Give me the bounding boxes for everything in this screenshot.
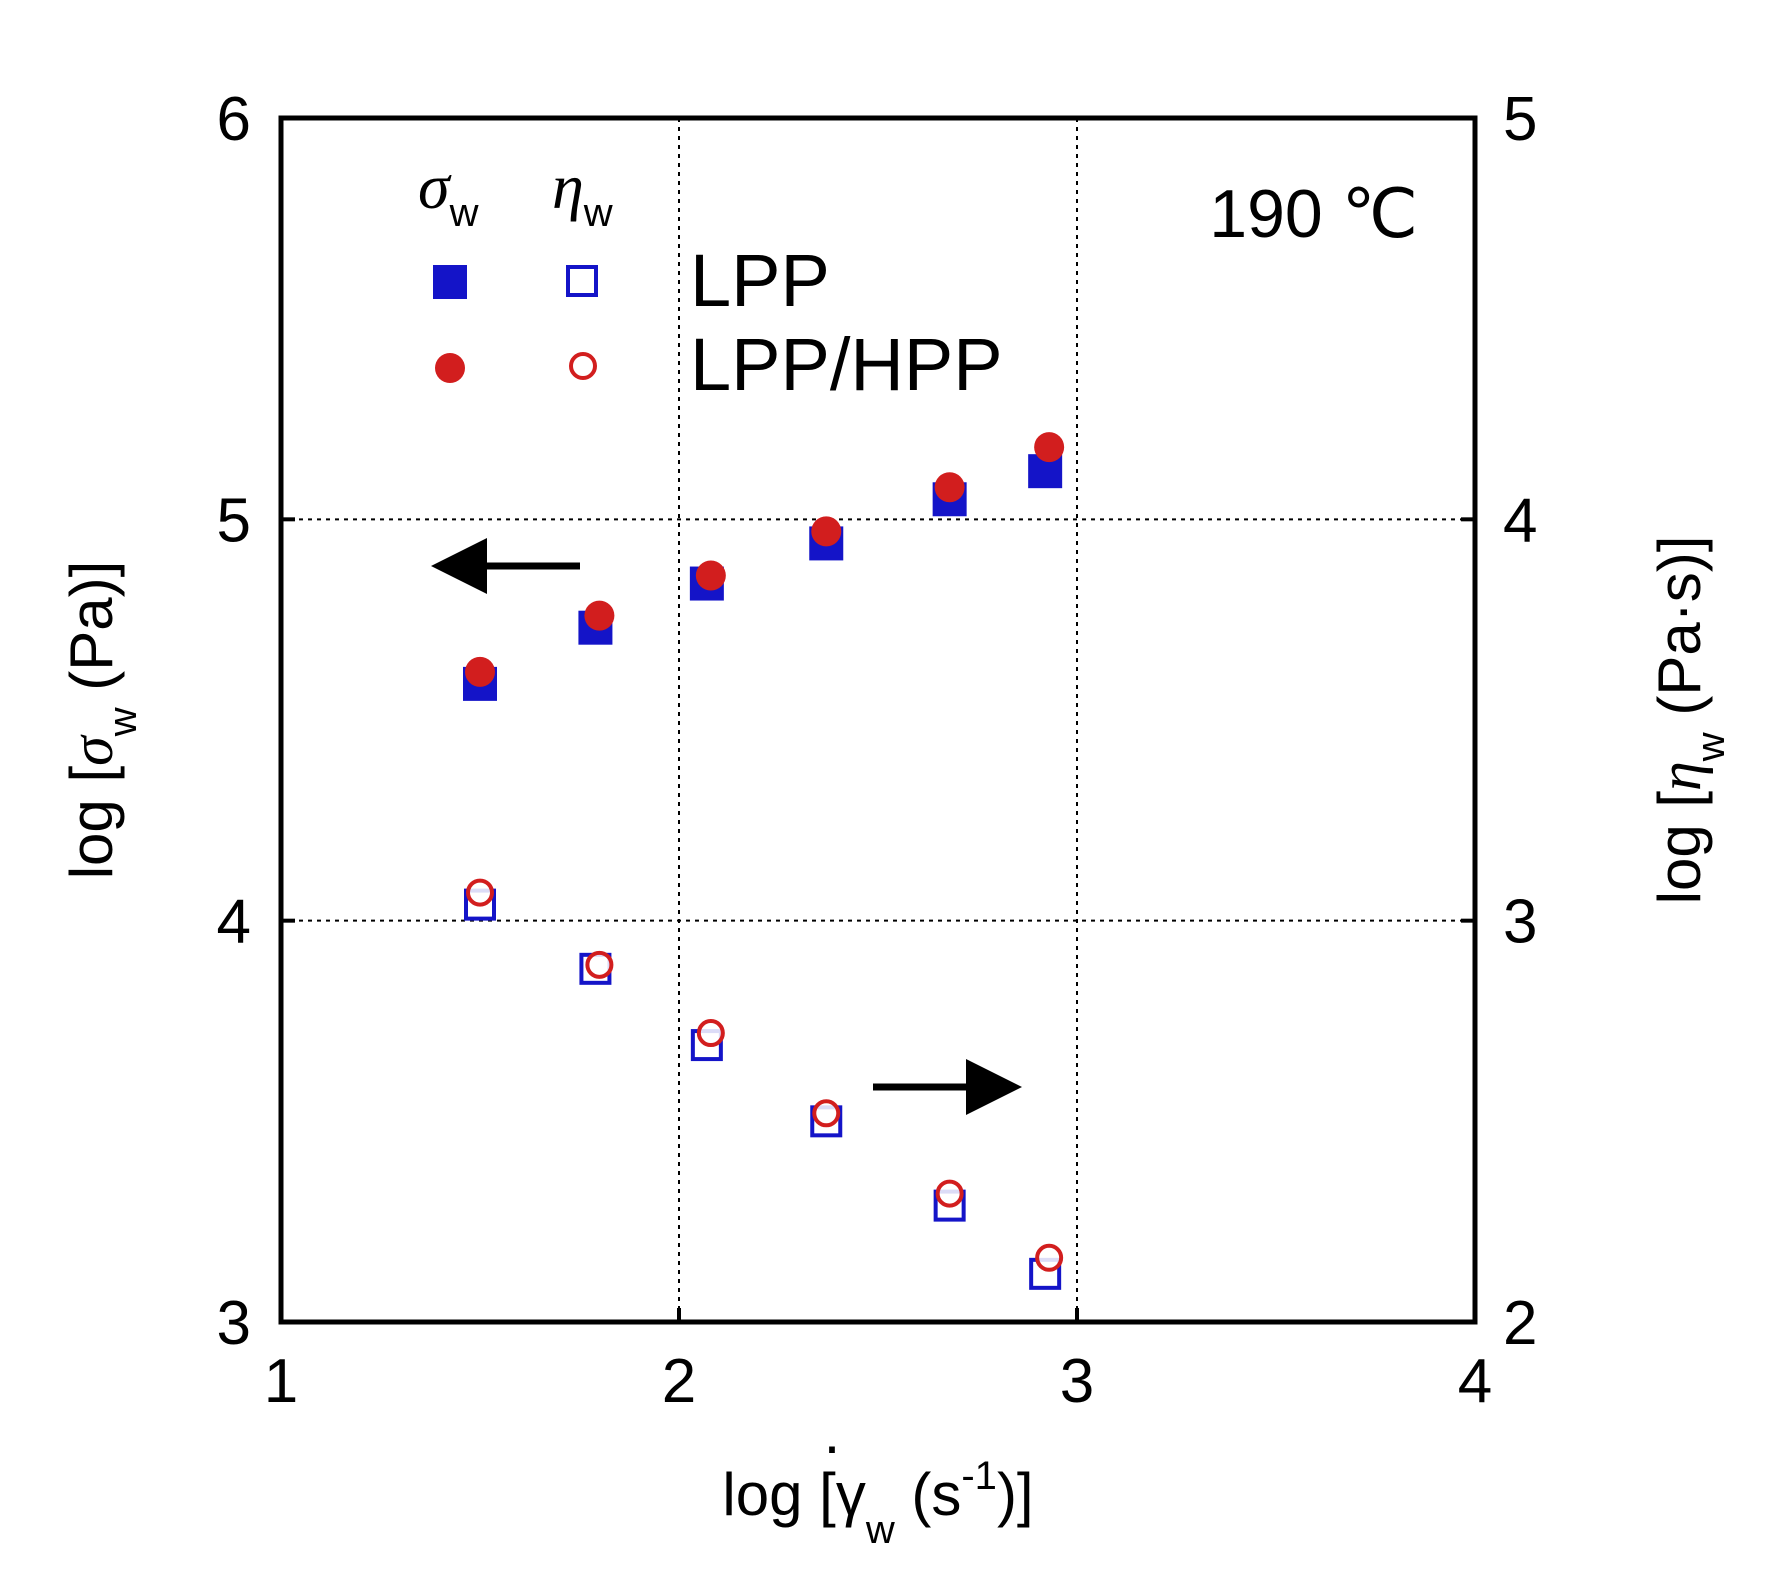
lpphpp-sigma-point [584,600,615,631]
lpphpp-eta-point [812,1099,841,1128]
legend-marker-lpp-open [566,265,598,297]
data-points [463,432,1065,1290]
legend-header-eta: ηw [552,151,613,235]
lpphpp-eta-point [466,878,494,907]
y-right-tick-label: 5 [1503,85,1537,154]
y-left-axis-title: log [σw (Pa)] [58,561,145,880]
y-right-axis-title: log [ηw (Pa·s)] [1646,536,1733,905]
x-tick-label: 1 [264,1347,298,1416]
y-right-tick-label: 2 [1503,1289,1537,1358]
legend-marker-lpphpp-filled [435,353,465,383]
x-axis-title: log [γw (s-1)] [722,1454,1033,1552]
legend: σw ηw LPP LPP/HPP [418,151,1003,406]
lpphpp-sigma-point [811,516,842,547]
lpphpp-sigma-point [465,656,495,687]
lpphpp-sigma-point [1034,432,1065,463]
legend-header-sigma: σw [418,151,479,235]
grid [281,118,1475,1322]
lpphpp-eta-point [935,1179,964,1208]
lpphpp-sigma-point [695,560,726,591]
temperature-annotation: 190 ℃ [1209,176,1418,252]
x-tick-label: 2 [662,1347,696,1416]
y-right-tick-label: 4 [1503,486,1537,555]
lpphpp-sigma-point [934,472,965,503]
x-axis-dot: · [822,1412,842,1479]
legend-label-lpp: LPP [690,239,830,322]
lpphpp-eta-point [585,950,614,979]
x-tick-label: 3 [1060,1347,1094,1416]
y-right-tick-label: 3 [1503,888,1537,957]
legend-marker-lpphpp-open [569,352,597,380]
lpphpp-eta-point [696,1019,725,1048]
legend-marker-lpp-filled [433,265,467,299]
y-left-tick-label: 4 [217,888,251,957]
legend-label-lpphpp: LPP/HPP [690,323,1003,406]
lpphpp-eta-point [1035,1243,1064,1272]
plot-frame [278,115,1478,1325]
y-left-tick-label: 5 [217,486,251,555]
y-left-tick-label: 6 [217,85,251,154]
y-left-tick-label: 3 [217,1289,251,1358]
ticks: 1 2 3 4 3 4 5 6 2 3 4 5 [217,85,1538,1416]
x-tick-label: 4 [1458,1347,1492,1416]
